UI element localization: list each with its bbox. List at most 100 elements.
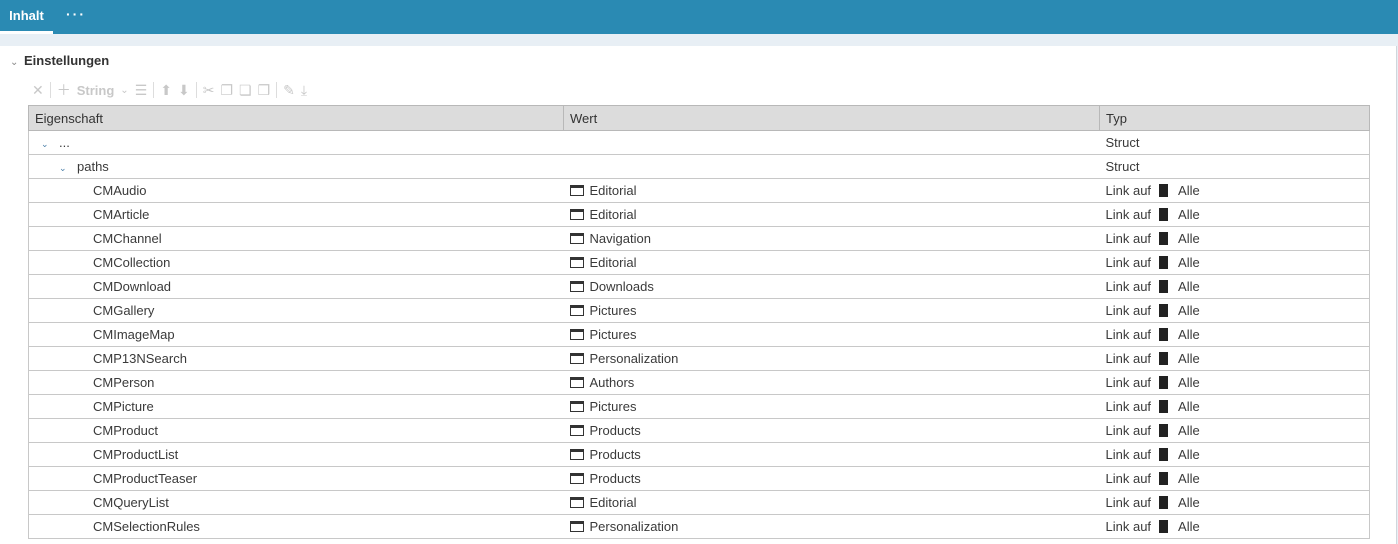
value-text: Products xyxy=(589,471,641,486)
table-row[interactable]: CMCollection Editorial Link auf Alle xyxy=(28,250,1370,275)
value-cell[interactable]: Products xyxy=(563,418,1100,443)
table-row[interactable]: CMProductTeaser Products Link auf Alle xyxy=(28,466,1370,491)
value-cell[interactable]: Downloads xyxy=(563,274,1100,299)
property-cell: CMQueryList xyxy=(28,490,564,515)
table-row[interactable]: CMChannel Navigation Link auf Alle xyxy=(28,226,1370,251)
move-down-icon[interactable]: ⬇ xyxy=(177,81,190,98)
property-name: CMPerson xyxy=(93,375,155,390)
edit-icon[interactable]: ✎ xyxy=(283,81,295,98)
property-name: CMPicture xyxy=(93,399,154,414)
type-text: Link auf xyxy=(1105,279,1152,294)
value-text: Personalization xyxy=(589,351,679,366)
type-text: Link auf xyxy=(1105,471,1152,486)
chevron-down-icon: ⌄ xyxy=(10,57,19,68)
type-cell: Link auf Alle xyxy=(1099,226,1370,251)
value-cell[interactable]: Personalization xyxy=(563,346,1100,371)
document-icon xyxy=(1159,256,1169,269)
download-icon[interactable]: ⤓ xyxy=(300,81,308,98)
type-cell: Struct xyxy=(1099,154,1370,179)
table-row[interactable]: CMDownload Downloads Link auf Alle xyxy=(28,274,1370,299)
folder-icon xyxy=(569,329,584,340)
table-row[interactable]: CMQueryList Editorial Link auf Alle xyxy=(28,490,1370,515)
property-name: CMProduct xyxy=(93,423,159,438)
type-cell: Link auf Alle xyxy=(1099,202,1370,227)
link-target: Alle xyxy=(1178,351,1200,366)
document-icon xyxy=(1159,496,1169,509)
property-name: CMP13NSearch xyxy=(93,351,187,366)
move-up-icon[interactable]: ⬆ xyxy=(160,81,172,98)
link-target: Alle xyxy=(1178,279,1200,294)
divider xyxy=(195,82,197,98)
section-header[interactable]: ⌄ Einstellungen xyxy=(10,53,109,68)
table-row[interactable]: ⌄ paths Struct xyxy=(28,154,1370,179)
chevron-down-icon[interactable]: ⌄ xyxy=(59,163,67,173)
copy-icon[interactable]: ❐ xyxy=(220,81,234,98)
table-row[interactable]: CMSelectionRules Personalization Link auf A… xyxy=(28,514,1370,539)
table-row[interactable]: CMProductList Products Link auf Alle xyxy=(28,442,1370,467)
paste-icon[interactable]: ❏ xyxy=(239,81,252,98)
property-name: CMProductTeaser xyxy=(93,471,198,486)
property-name: CMImageMap xyxy=(93,327,175,342)
column-header-typ[interactable]: Typ xyxy=(1099,105,1370,131)
table-row[interactable]: CMAudio Editorial Link auf Alle xyxy=(28,178,1370,203)
document-icon xyxy=(1159,400,1169,413)
column-header-eigenschaft[interactable]: Eigenschaft xyxy=(28,105,564,131)
chevron-down-icon[interactable]: ⌄ xyxy=(120,84,129,96)
divider xyxy=(49,82,51,98)
value-cell[interactable]: Authors xyxy=(563,370,1100,395)
value-cell[interactable]: Navigation xyxy=(563,226,1100,251)
value-cell[interactable]: Products xyxy=(563,442,1100,467)
table-row[interactable]: CMPerson Authors Link auf Alle xyxy=(28,370,1370,395)
add-list-icon[interactable]: ☰ xyxy=(134,81,148,98)
property-name: CMArticle xyxy=(93,207,150,222)
more-tabs-button[interactable]: ··· xyxy=(66,6,86,22)
property-name: CMChannel xyxy=(93,231,162,246)
value-cell[interactable]: Editorial xyxy=(563,250,1100,275)
value-cell[interactable]: Products xyxy=(563,466,1100,491)
folder-icon xyxy=(569,425,584,436)
value-cell[interactable]: Pictures xyxy=(563,322,1100,347)
type-cell: Link auf Alle xyxy=(1099,418,1370,443)
document-icon xyxy=(1159,208,1169,221)
value-cell[interactable] xyxy=(563,130,1100,155)
column-header-wert[interactable]: Wert xyxy=(563,105,1100,131)
delete-icon[interactable]: ✕ xyxy=(32,81,44,98)
property-cell: CMProduct xyxy=(28,418,564,443)
folder-icon xyxy=(569,449,584,460)
value-cell[interactable]: Pictures xyxy=(563,298,1100,323)
table-row[interactable]: CMPicture Pictures Link auf Alle xyxy=(28,394,1370,419)
value-text: Editorial xyxy=(589,495,637,510)
paste-multiple-icon[interactable]: ❒ xyxy=(257,81,271,98)
divider xyxy=(153,82,155,98)
property-cell: ⌄... xyxy=(28,130,564,155)
add-icon[interactable]: ＋ xyxy=(56,82,71,98)
value-cell[interactable]: Editorial xyxy=(563,490,1100,515)
properties-table: Eigenschaft Wert Typ ⌄... Struct ⌄ paths Str… xyxy=(28,105,1370,539)
value-text: Personalization xyxy=(589,519,679,534)
table-row[interactable]: CMP13NSearch Personalization Link auf Alle xyxy=(28,346,1370,371)
cut-icon[interactable]: ✂ xyxy=(202,81,215,98)
type-text: Link auf xyxy=(1105,423,1152,438)
value-cell[interactable]: Editorial xyxy=(563,178,1100,203)
table-row[interactable]: CMProduct Products Link auf Alle xyxy=(28,418,1370,443)
link-target: Alle xyxy=(1178,375,1200,390)
document-icon xyxy=(1159,472,1169,485)
type-select[interactable]: String xyxy=(76,82,115,98)
value-cell[interactable]: Pictures xyxy=(563,394,1100,419)
table-row[interactable]: CMArticle Editorial Link auf Alle xyxy=(28,202,1370,227)
table-row[interactable]: CMGallery Pictures Link auf Alle xyxy=(28,298,1370,323)
folder-icon xyxy=(569,257,584,268)
value-cell[interactable] xyxy=(563,154,1100,179)
type-text: Link auf xyxy=(1105,447,1152,462)
folder-icon xyxy=(569,521,584,532)
value-cell[interactable]: Personalization xyxy=(563,514,1100,539)
tab-inhalt[interactable]: Inhalt xyxy=(0,0,53,34)
value-cell[interactable]: Editorial xyxy=(563,202,1100,227)
folder-icon xyxy=(569,401,584,412)
table-row[interactable]: CMImageMap Pictures Link auf Alle xyxy=(28,322,1370,347)
type-text: Link auf xyxy=(1105,351,1152,366)
value-text: Editorial xyxy=(589,183,637,198)
table-row[interactable]: ⌄... Struct xyxy=(28,130,1370,155)
type-cell: Link auf Alle xyxy=(1099,274,1370,299)
chevron-down-icon[interactable]: ⌄ xyxy=(41,139,49,149)
